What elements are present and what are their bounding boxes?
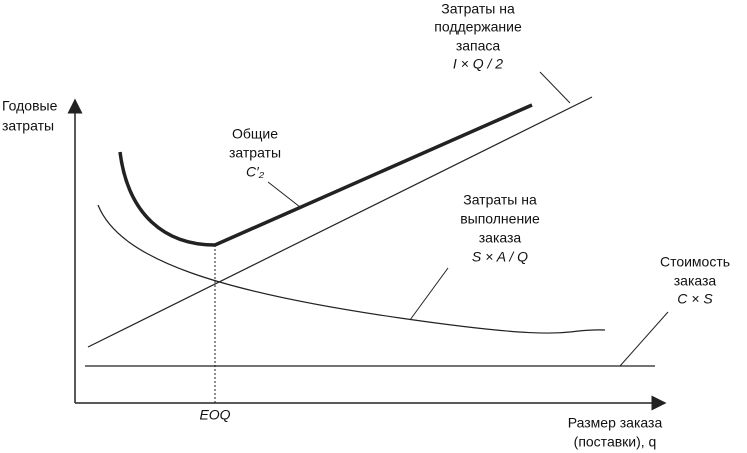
label: Затраты на: [441, 1, 515, 17]
y-axis-label: Годовые: [2, 98, 58, 114]
label: поддержание: [434, 19, 522, 35]
label: Стоимость: [660, 254, 730, 270]
formula: C × S: [677, 291, 713, 307]
leader: [267, 181, 301, 208]
leader: [539, 71, 571, 104]
x-axis-label: Размер заказа: [568, 415, 663, 431]
label: заказа: [479, 230, 522, 246]
label: выполнение: [460, 211, 540, 227]
eoq-label: EOQ: [199, 407, 230, 423]
label: Общие: [232, 126, 278, 142]
y-axis-label: затраты: [2, 118, 54, 134]
formula: I × Q / 2: [453, 56, 503, 72]
leader: [409, 267, 449, 321]
label: Затраты на: [463, 192, 537, 208]
label: заказа: [674, 273, 717, 289]
label: затраты: [229, 145, 281, 161]
label: запаса: [456, 38, 501, 54]
x-axis-label: (поставки), q: [574, 434, 657, 450]
holding-cost-line: [87, 96, 593, 348]
formula: S × A / Q: [472, 249, 528, 265]
ordering-cost-curve: [97, 204, 606, 334]
formula: C′₂: [246, 164, 265, 180]
total-cost-curve: [118, 103, 533, 247]
leader: [619, 311, 669, 367]
